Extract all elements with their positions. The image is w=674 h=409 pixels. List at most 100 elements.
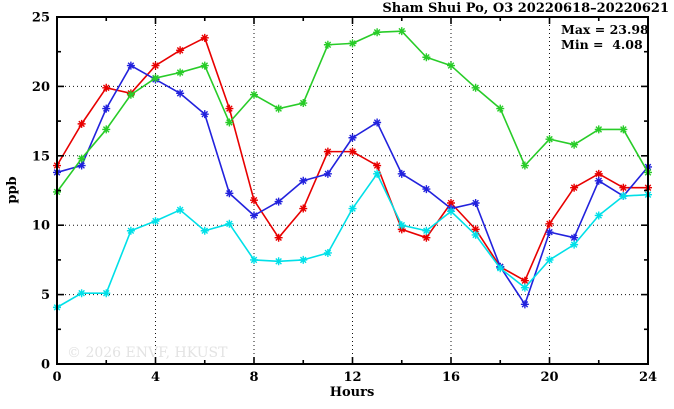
data-point-marker [373,169,382,178]
data-point-marker [102,83,111,92]
data-point-marker [594,125,603,134]
data-point-marker [594,211,603,220]
x-tick-label: 8 [249,370,258,385]
data-point-marker [274,257,283,266]
data-point-marker [373,161,382,170]
series-green-markers [53,27,652,196]
data-point-marker [397,225,406,234]
data-point-marker [323,40,332,49]
data-point-marker [299,204,308,213]
series-red-markers [53,33,652,285]
data-point-marker [250,196,258,205]
data-point-marker [373,28,382,37]
data-point-marker [200,33,209,42]
data-point-marker [200,226,209,235]
data-point-marker [496,264,505,273]
data-point-marker [77,161,86,170]
y-axis-label: ppb [5,176,20,203]
data-point-marker [471,225,480,234]
y-tick-label: 5 [41,288,50,303]
data-point-marker [102,289,111,298]
data-point-marker [348,147,357,156]
x-tick-label: 0 [52,370,61,385]
x-tick-label: 12 [343,370,361,385]
data-point-marker [545,228,554,237]
data-point-marker [545,219,554,228]
data-point-marker [126,226,135,235]
data-point-marker [176,68,185,77]
data-point-marker [619,183,628,192]
data-point-marker [102,125,111,134]
tick-labels: 0 5 10 15 20 25 0 4 8 12 16 20 24 [32,11,657,386]
data-point-marker [471,83,480,92]
data-point-marker [77,119,86,128]
x-tick-label: 24 [639,370,657,385]
data-point-marker [323,248,332,257]
data-point-marker [570,233,579,242]
data-point-marker [422,233,431,242]
data-point-marker [200,61,209,70]
data-point-marker [447,207,455,216]
data-point-marker [594,169,603,178]
data-point-marker [594,176,603,185]
data-point-marker [447,198,455,207]
data-point-marker [250,211,258,220]
data-point-marker [225,189,234,198]
data-point-marker [176,205,185,214]
data-point-marker [520,161,529,170]
data-point-marker [545,255,554,264]
data-point-marker [274,197,283,206]
series-blue-markers [53,61,652,309]
data-point-marker [126,61,135,70]
data-point-marker [447,61,455,70]
data-point-marker [225,219,234,228]
y-tick-label: 0 [41,358,50,373]
y-tick-label: 10 [32,219,50,234]
gridlines [57,17,648,364]
data-point-marker [126,90,135,99]
data-point-marker [151,74,160,83]
data-point-marker [471,230,480,239]
data-point-marker [274,233,283,242]
plot-frame-and-ticks [56,16,649,365]
data-point-marker [348,39,357,48]
data-point-marker [225,118,234,127]
data-point-marker [373,118,382,127]
data-point-marker [422,226,431,235]
data-point-marker [323,147,332,156]
x-axis-label: Hours [330,385,375,400]
data-point-marker [619,125,628,134]
data-point-marker [77,289,86,298]
data-point-marker [200,110,209,119]
data-point-marker [422,53,431,62]
data-point-marker [520,300,529,309]
data-point-marker [151,61,160,70]
data-point-marker [520,283,529,292]
x-tick-label: 20 [540,370,558,385]
data-point-marker [422,185,431,194]
data-point-marker [299,99,308,108]
data-point-marker [348,133,357,142]
x-tick-label: 16 [442,370,460,385]
series-cyan-markers [53,169,652,312]
data-point-marker [619,192,628,201]
data-point-marker [77,154,86,163]
data-point-marker [250,90,258,99]
x-tick-label: 4 [151,370,160,385]
data-point-marker [299,176,308,185]
data-point-marker [471,198,480,207]
data-point-marker [102,104,111,113]
data-point-marker [397,169,406,178]
data-point-marker [397,27,406,36]
data-point-marker [299,255,308,264]
data-point-marker [397,221,406,230]
data-point-marker [176,46,185,55]
data-point-marker [176,89,185,98]
y-tick-label: 15 [32,149,50,164]
data-point-marker [151,217,160,226]
data-point-marker [348,204,357,213]
data-point-marker [250,255,258,264]
y-tick-label: 20 [32,80,50,95]
